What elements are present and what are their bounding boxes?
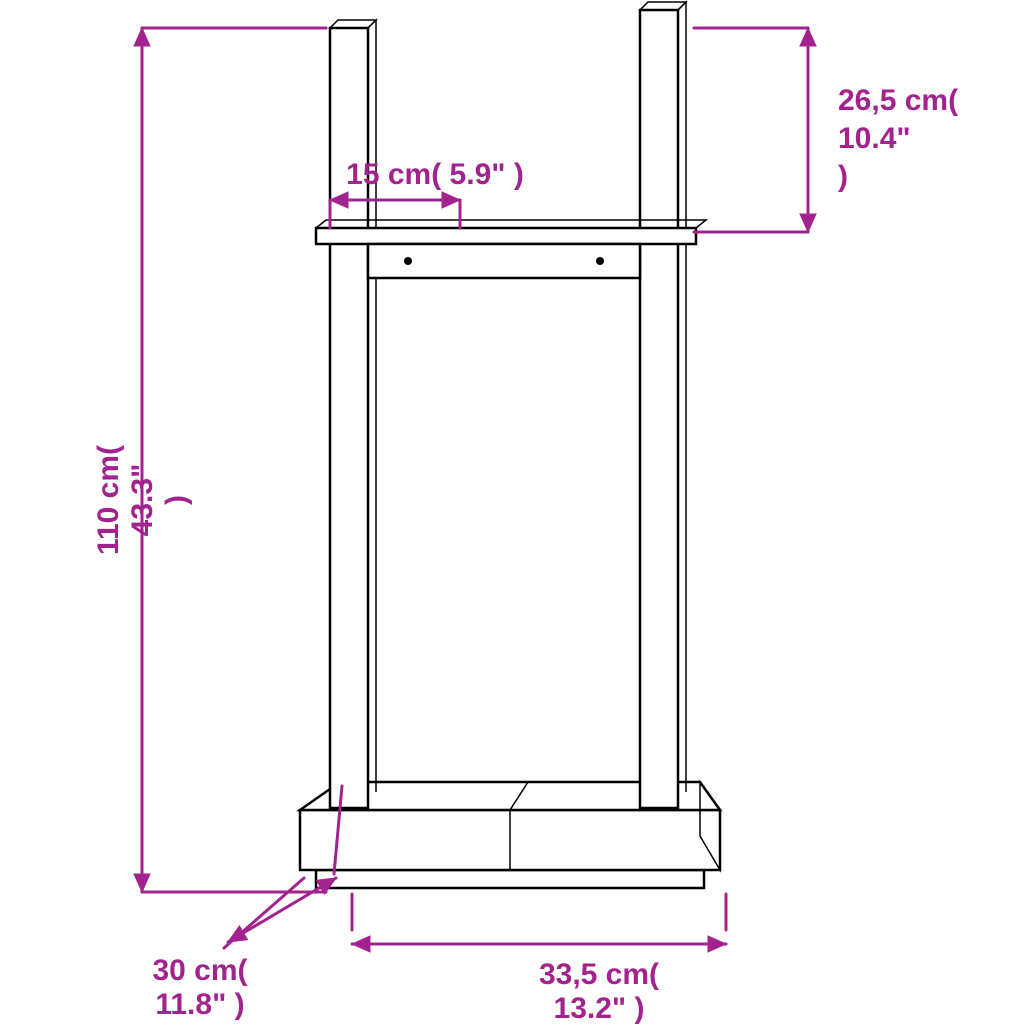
dim-shelf: 15 cm( 5.9" ) (346, 158, 524, 191)
dim-width: 33,5 cm(13.2" ) (539, 958, 659, 1024)
dimensions: 110 cm(43.3")26,5 cm(10.4")15 cm( 5.9" )… (92, 28, 958, 1024)
dim-depth: 30 cm(11.8" ) (152, 954, 247, 1021)
dim-top: 26,5 cm(10.4") (838, 84, 958, 193)
